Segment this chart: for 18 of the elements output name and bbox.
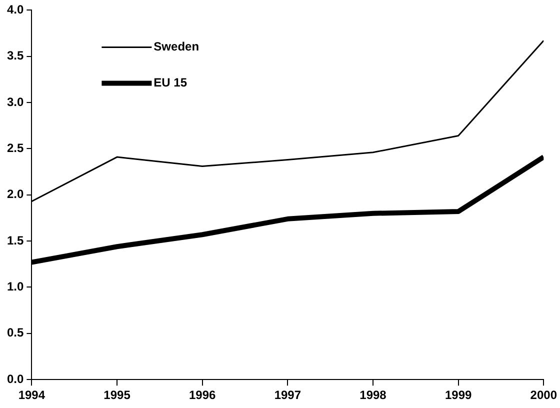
y-tick-label: 2.5 xyxy=(6,141,24,156)
y-tick-label: 0.0 xyxy=(6,372,24,386)
y-tick-label: 2.0 xyxy=(6,187,24,202)
x-tick-label: 1994 xyxy=(18,388,46,402)
x-tick-label: 1996 xyxy=(188,388,216,402)
y-tick-label: 1.0 xyxy=(6,280,24,294)
y-tick-label: 3.0 xyxy=(6,94,24,109)
x-tick-label: 1995 xyxy=(104,388,131,402)
y-tick-label: 0.5 xyxy=(6,326,24,340)
y-tick-label: 1.5 xyxy=(6,233,24,248)
x-tick-label: 1998 xyxy=(360,388,387,402)
x-tick-label: 2000 xyxy=(530,388,558,402)
y-tick-label: 3.5 xyxy=(6,48,24,63)
legend-label: EU 15 xyxy=(154,76,188,90)
x-tick-label: 1997 xyxy=(274,388,302,402)
y-tick-label: 4.0 xyxy=(6,2,24,17)
x-tick-label: 1999 xyxy=(444,388,472,402)
legend-label: Sweden xyxy=(154,40,200,54)
